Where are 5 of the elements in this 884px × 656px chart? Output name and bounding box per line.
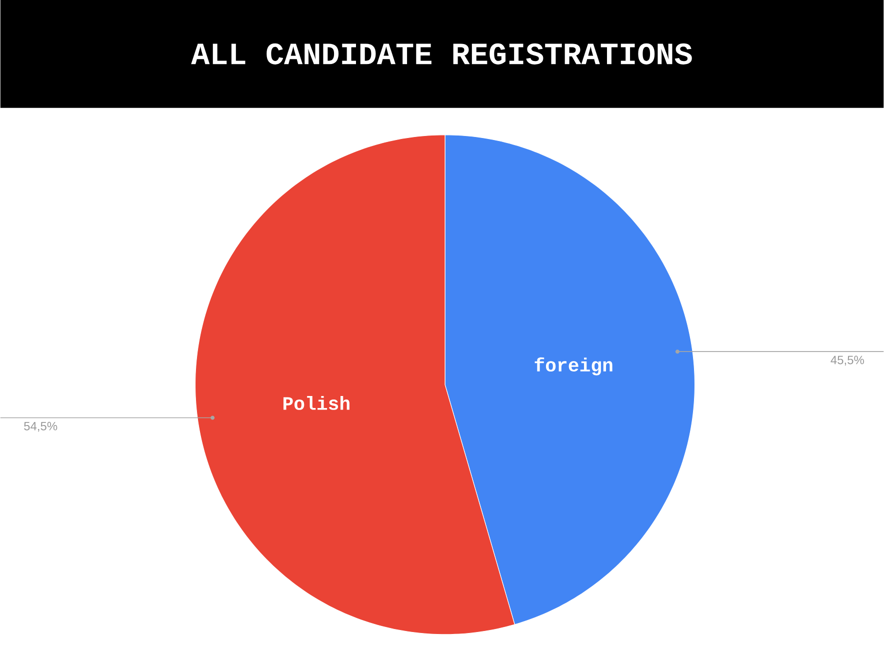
data-label: 54,5%: [24, 422, 58, 432]
chart-title: ALL CANDIDATE REGISTRATIONS: [191, 43, 692, 64]
data-label: 45,5%: [830, 356, 864, 366]
slice-label: foreign: [534, 357, 612, 376]
slice-label: Polish: [284, 396, 350, 410]
